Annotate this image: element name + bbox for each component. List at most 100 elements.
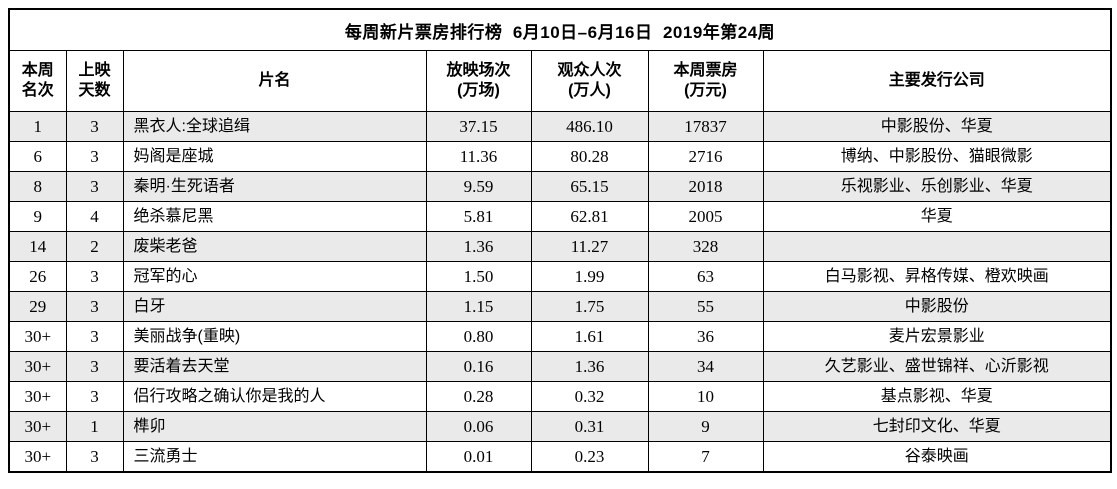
- cell-days: 3: [65, 351, 124, 382]
- cell-film-title: 要活着去天堂: [122, 351, 427, 382]
- cell-screenings: 1.50: [425, 261, 532, 292]
- cell-days: 2: [65, 231, 124, 262]
- cell-audience: 486.10: [530, 111, 649, 142]
- cell-screenings: 1.15: [425, 291, 532, 322]
- table-title: 每周新片票房排行榜 6月10日–6月16日 2019年第24周: [8, 8, 1112, 51]
- cell-screenings: 0.06: [425, 411, 532, 442]
- cell-box-office: 2005: [647, 201, 764, 232]
- cell-box-office: 34: [647, 351, 764, 382]
- cell-distributors: 基点影视、华夏: [762, 381, 1112, 412]
- cell-audience: 0.31: [530, 411, 649, 442]
- table-row: 30+ 1 榫卯 0.06 0.31 9 七封印文化、华夏: [8, 411, 1112, 442]
- cell-film-title: 侣行攻略之确认你是我的人: [122, 381, 427, 412]
- cell-box-office: 10: [647, 381, 764, 412]
- cell-screenings: 5.81: [425, 201, 532, 232]
- cell-days: 3: [65, 261, 124, 292]
- cell-film-title: 秦明·生死语者: [122, 171, 427, 202]
- cell-audience: 1.75: [530, 291, 649, 322]
- cell-rank: 30+: [8, 321, 67, 352]
- cell-distributors: 中影股份、华夏: [762, 111, 1112, 142]
- cell-rank: 6: [8, 141, 67, 172]
- cell-box-office: 328: [647, 231, 764, 262]
- cell-days: 3: [65, 291, 124, 322]
- cell-box-office: 2716: [647, 141, 764, 172]
- title-row: 每周新片票房排行榜 6月10日–6月16日 2019年第24周: [8, 8, 1112, 51]
- cell-rank: 30+: [8, 351, 67, 382]
- cell-audience: 11.27: [530, 231, 649, 262]
- cell-days: 3: [65, 441, 124, 473]
- cell-film-title: 美丽战争(重映): [122, 321, 427, 352]
- cell-rank: 30+: [8, 411, 67, 442]
- cell-screenings: 1.36: [425, 231, 532, 262]
- cell-film-title: 废柴老爸: [122, 231, 427, 262]
- cell-rank: 8: [8, 171, 67, 202]
- cell-screenings: 0.16: [425, 351, 532, 382]
- table-row: 30+ 3 美丽战争(重映) 0.80 1.61 36 麦片宏景影业: [8, 321, 1112, 352]
- cell-distributors: 白马影视、昇格传媒、橙欢映画: [762, 261, 1112, 292]
- cell-distributors: 乐视影业、乐创影业、华夏: [762, 171, 1112, 202]
- cell-screenings: 0.28: [425, 381, 532, 412]
- cell-days: 3: [65, 321, 124, 352]
- cell-screenings: 37.15: [425, 111, 532, 142]
- col-header-film-title: 片名: [122, 50, 427, 112]
- cell-film-title: 榫卯: [122, 411, 427, 442]
- cell-film-title: 白牙: [122, 291, 427, 322]
- cell-audience: 1.36: [530, 351, 649, 382]
- cell-film-title: 绝杀慕尼黑: [122, 201, 427, 232]
- table-row: 26 3 冠军的心 1.50 1.99 63 白马影视、昇格传媒、橙欢映画: [8, 261, 1112, 292]
- cell-film-title: 妈阁是座城: [122, 141, 427, 172]
- cell-audience: 1.99: [530, 261, 649, 292]
- table-row: 29 3 白牙 1.15 1.75 55 中影股份: [8, 291, 1112, 322]
- cell-distributors: 七封印文化、华夏: [762, 411, 1112, 442]
- cell-rank: 9: [8, 201, 67, 232]
- cell-distributors: 谷泰映画: [762, 441, 1112, 473]
- weekly-box-office-table: 每周新片票房排行榜 6月10日–6月16日 2019年第24周 本周 名次 上映…: [8, 8, 1113, 473]
- cell-audience: 65.15: [530, 171, 649, 202]
- cell-box-office: 17837: [647, 111, 764, 142]
- table-row: 30+ 3 三流勇士 0.01 0.23 7 谷泰映画: [8, 441, 1112, 473]
- cell-audience: 1.61: [530, 321, 649, 352]
- cell-days: 3: [65, 171, 124, 202]
- col-header-days: 上映 天数: [65, 50, 124, 112]
- table-row: 6 3 妈阁是座城 11.36 80.28 2716 博纳、中影股份、猫眼微影: [8, 141, 1112, 172]
- cell-screenings: 9.59: [425, 171, 532, 202]
- cell-rank: 30+: [8, 441, 67, 473]
- cell-box-office: 63: [647, 261, 764, 292]
- table-row: 1 3 黑衣人:全球追缉 37.15 486.10 17837 中影股份、华夏: [8, 111, 1112, 142]
- cell-days: 4: [65, 201, 124, 232]
- cell-film-title: 三流勇士: [122, 441, 427, 473]
- cell-audience: 0.23: [530, 441, 649, 473]
- cell-audience: 62.81: [530, 201, 649, 232]
- cell-rank: 1: [8, 111, 67, 142]
- cell-rank: 29: [8, 291, 67, 322]
- cell-screenings: 0.80: [425, 321, 532, 352]
- cell-rank: 26: [8, 261, 67, 292]
- cell-audience: 80.28: [530, 141, 649, 172]
- cell-box-office: 2018: [647, 171, 764, 202]
- cell-days: 3: [65, 381, 124, 412]
- table-row: 30+ 3 侣行攻略之确认你是我的人 0.28 0.32 10 基点影视、华夏: [8, 381, 1112, 412]
- table-row: 14 2 废柴老爸 1.36 11.27 328: [8, 231, 1112, 262]
- cell-box-office: 7: [647, 441, 764, 473]
- table-row: 9 4 绝杀慕尼黑 5.81 62.81 2005 华夏: [8, 201, 1112, 232]
- cell-days: 3: [65, 111, 124, 142]
- table-row: 30+ 3 要活着去天堂 0.16 1.36 34 久艺影业、盛世锦祥、心沂影视: [8, 351, 1112, 382]
- cell-film-title: 黑衣人:全球追缉: [122, 111, 427, 142]
- cell-box-office: 9: [647, 411, 764, 442]
- cell-distributors: 久艺影业、盛世锦祥、心沂影视: [762, 351, 1112, 382]
- cell-screenings: 0.01: [425, 441, 532, 473]
- cell-days: 3: [65, 141, 124, 172]
- col-header-rank: 本周 名次: [8, 50, 67, 112]
- cell-days: 1: [65, 411, 124, 442]
- cell-rank: 14: [8, 231, 67, 262]
- table-row: 8 3 秦明·生死语者 9.59 65.15 2018 乐视影业、乐创影业、华夏: [8, 171, 1112, 202]
- cell-distributors: 华夏: [762, 201, 1112, 232]
- header-row: 本周 名次 上映 天数 片名 放映场次 (万场) 观众人次 (万人) 本周票房 …: [8, 50, 1112, 112]
- cell-box-office: 36: [647, 321, 764, 352]
- cell-distributors: 中影股份: [762, 291, 1112, 322]
- cell-audience: 0.32: [530, 381, 649, 412]
- cell-film-title: 冠军的心: [122, 261, 427, 292]
- col-header-audience: 观众人次 (万人): [530, 50, 649, 112]
- cell-distributors: 麦片宏景影业: [762, 321, 1112, 352]
